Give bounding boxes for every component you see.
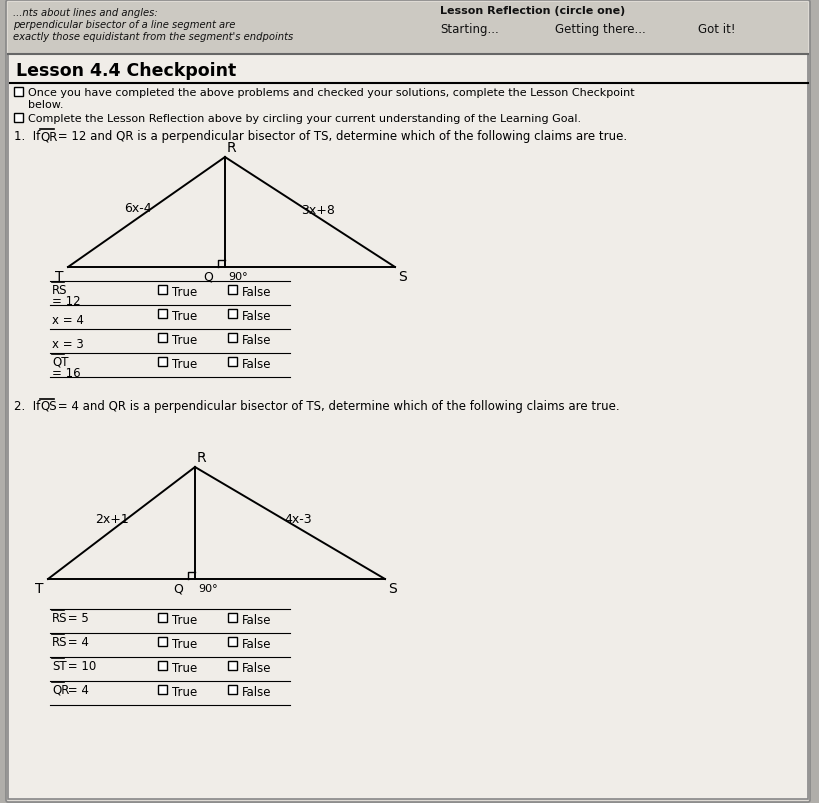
Text: 2x+1: 2x+1 [95,513,129,526]
Text: x = 4: x = 4 [52,314,84,327]
Text: 4x-3: 4x-3 [284,513,312,526]
Bar [158,685,167,694]
Text: S: S [388,581,396,595]
Text: = 16: = 16 [52,366,80,380]
Bar [158,661,167,671]
Text: False: False [242,685,272,698]
Text: False: False [242,638,272,650]
Text: Q: Q [203,271,213,283]
Bar [158,613,167,622]
Bar [158,310,167,319]
FancyBboxPatch shape [6,1,810,802]
Text: = 4: = 4 [64,635,88,648]
Bar [158,286,167,295]
Text: 1.  If: 1. If [14,130,44,143]
Text: below.: below. [28,100,64,110]
Text: 2.  If: 2. If [14,400,44,413]
Bar [158,638,167,646]
Bar [228,613,237,622]
Text: True: True [172,333,197,347]
Bar [228,685,237,694]
Bar [228,286,237,295]
Text: Starting...: Starting... [440,23,499,36]
Text: S: S [398,270,407,283]
Bar [228,638,237,646]
Text: QS: QS [40,400,57,413]
Bar [228,661,237,671]
Text: False: False [242,661,272,675]
Text: False: False [242,310,272,323]
Text: RS: RS [52,611,67,624]
Text: Q: Q [173,582,183,595]
Text: False: False [242,613,272,626]
Text: = 4: = 4 [64,683,88,696]
Text: exactly those equidistant from the segment's endpoints: exactly those equidistant from the segme… [13,32,293,42]
Text: QR: QR [52,683,70,696]
Text: T: T [55,270,63,283]
Text: Lesson 4.4 Checkpoint: Lesson 4.4 Checkpoint [16,62,236,80]
Text: R: R [227,141,237,155]
Text: False: False [242,357,272,370]
Bar [228,310,237,319]
Text: Lesson Reflection (circle one): Lesson Reflection (circle one) [440,6,625,16]
Text: 90°: 90° [198,583,218,593]
Text: 90°: 90° [228,271,247,282]
Text: Getting there...: Getting there... [555,23,645,36]
Text: QT: QT [52,356,69,369]
Text: = 12 and QR is a perpendicular bisector of TS, determine which of the following : = 12 and QR is a perpendicular bisector … [54,130,627,143]
Text: True: True [172,661,197,675]
Text: = 10: = 10 [64,659,96,672]
Bar [158,357,167,366]
Text: R: R [197,450,206,464]
Text: False: False [242,333,272,347]
Text: T: T [34,581,43,595]
Text: ...nts about lines and angles:: ...nts about lines and angles: [13,8,158,18]
Text: = 12: = 12 [52,295,80,308]
Text: False: False [242,286,272,299]
Text: RS: RS [52,283,67,296]
Text: x = 3: x = 3 [52,337,84,351]
Bar [228,333,237,343]
FancyBboxPatch shape [8,3,808,55]
Text: perpendicular bisector of a line segment are: perpendicular bisector of a line segment… [13,20,235,30]
Text: True: True [172,310,197,323]
Text: True: True [172,613,197,626]
Bar [158,333,167,343]
Text: QR: QR [40,130,57,143]
Text: Got it!: Got it! [698,23,735,36]
Text: = 5: = 5 [64,611,88,624]
Bar [14,88,23,97]
Text: Complete the Lesson Reflection above by circling your current understanding of t: Complete the Lesson Reflection above by … [28,114,581,124]
Text: True: True [172,638,197,650]
Text: ST: ST [52,659,66,672]
Text: RS: RS [52,635,67,648]
Bar [228,357,237,366]
Text: = 4 and QR is a perpendicular bisector of TS, determine which of the following c: = 4 and QR is a perpendicular bisector o… [54,400,620,413]
Text: 6x-4: 6x-4 [124,202,152,214]
Text: 3x+8: 3x+8 [301,203,335,216]
FancyBboxPatch shape [8,55,808,799]
Text: True: True [172,286,197,299]
Text: Once you have completed the above problems and checked your solutions, complete : Once you have completed the above proble… [28,88,635,98]
Text: True: True [172,685,197,698]
Bar [14,114,23,123]
Text: True: True [172,357,197,370]
